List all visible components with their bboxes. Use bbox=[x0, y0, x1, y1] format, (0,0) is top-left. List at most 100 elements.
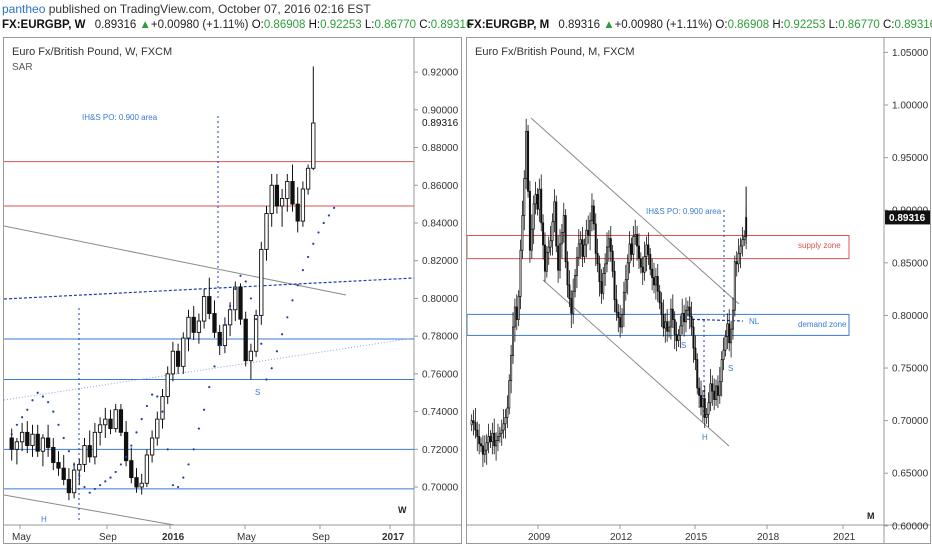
y-tick-label: 0.65000 bbox=[892, 469, 929, 480]
x-tick-label: May bbox=[237, 532, 256, 543]
candle-body bbox=[506, 407, 509, 418]
close-value: 0.89316 bbox=[430, 19, 473, 31]
y-tick-label: 0.70000 bbox=[892, 416, 929, 427]
candle-body bbox=[201, 296, 207, 322]
candle-body bbox=[61, 467, 66, 480]
candle-body bbox=[696, 359, 699, 389]
symbol-label[interactable]: FX:EURGBP, M bbox=[467, 19, 550, 31]
sar-dot bbox=[218, 344, 221, 347]
candle-body bbox=[684, 309, 687, 323]
candle-body bbox=[551, 221, 554, 242]
sar-dot bbox=[291, 299, 294, 302]
candle-body bbox=[596, 253, 599, 265]
candle-body bbox=[564, 215, 567, 263]
x-tick-label: Sep bbox=[99, 532, 117, 543]
candle-body bbox=[653, 277, 656, 286]
candle-body bbox=[66, 479, 72, 494]
y-tick-label: 0.80000 bbox=[422, 294, 459, 305]
change-text: +0.00980 (+1.11%) bbox=[614, 19, 713, 31]
high-value: 0.92253 bbox=[783, 19, 826, 31]
sar-dot bbox=[78, 474, 81, 477]
sar-dot bbox=[182, 476, 185, 479]
weekly-chart[interactable]: 0.70000 0.72000 0.74000 0.76000 0.78000 0.800… bbox=[4, 38, 461, 543]
candle-body bbox=[604, 263, 607, 274]
candle-body bbox=[532, 203, 535, 230]
candle-body bbox=[285, 181, 290, 199]
annotation-shoulder: S bbox=[255, 388, 260, 397]
sar-dot bbox=[296, 284, 299, 287]
candle-body bbox=[77, 463, 82, 471]
y-tick-label: 1.00000 bbox=[892, 101, 929, 112]
header: pantheo published on TradingView.com, Oc… bbox=[0, 0, 932, 18]
x-tick-label: Sep bbox=[312, 532, 330, 543]
candle-body bbox=[165, 373, 170, 397]
y-tick-label: 0.82000 bbox=[422, 256, 459, 267]
sar-dot bbox=[197, 427, 200, 430]
candle-body bbox=[504, 417, 507, 425]
weekly-chart-panel[interactable]: Euro Fx/British Pound, W, FXCM SAR 0.700… bbox=[3, 37, 462, 544]
candle-body bbox=[583, 244, 586, 257]
monthly-chart-panel[interactable]: Euro Fx/British Pound, M, FXCM 0.60000 0.… bbox=[466, 37, 931, 544]
candle-body bbox=[592, 205, 595, 225]
sar-dot bbox=[229, 304, 232, 308]
candle-body bbox=[579, 239, 582, 245]
y-tick-label: 0.85000 bbox=[892, 258, 929, 269]
candle-body bbox=[709, 383, 712, 404]
annotation-neckline: NL bbox=[749, 317, 760, 326]
candle-body bbox=[25, 431, 30, 447]
sar-dot bbox=[244, 280, 247, 283]
candle-body bbox=[139, 482, 144, 488]
candle-body bbox=[305, 167, 311, 190]
candle-body bbox=[498, 432, 501, 437]
y-tick-label: 0.70000 bbox=[422, 483, 459, 494]
sar-dot bbox=[73, 463, 76, 466]
candle-body bbox=[264, 213, 269, 250]
open-label: O: bbox=[251, 19, 264, 31]
candle-body bbox=[658, 290, 661, 304]
y-tick-label: 0.80000 bbox=[892, 311, 929, 322]
symbol-label[interactable]: FX:EURGBP, W bbox=[2, 19, 86, 31]
published-text: published on TradingView.com, October 07… bbox=[48, 2, 371, 16]
monthly-chart[interactable]: 0.60000 0.65000 0.70000 0.75000 0.80000 0.850… bbox=[467, 38, 930, 543]
candle-body bbox=[737, 253, 740, 265]
price-tag-bg bbox=[885, 210, 930, 225]
sar-dot bbox=[203, 408, 206, 411]
sar-dot bbox=[31, 399, 34, 402]
descending-trendline bbox=[4, 225, 347, 296]
candle-body bbox=[238, 286, 243, 320]
annotation-head: H bbox=[702, 433, 708, 442]
annotation-right-shoulder: S bbox=[728, 364, 733, 373]
candle-body bbox=[493, 432, 496, 447]
author-link[interactable]: pantheo bbox=[2, 2, 46, 16]
candle-body bbox=[56, 462, 61, 469]
candle-body bbox=[581, 239, 584, 257]
candle-body bbox=[560, 231, 563, 245]
up-arrow-icon: ▲ bbox=[139, 19, 151, 31]
low-value: 0.86770 bbox=[838, 19, 880, 31]
candle-body bbox=[19, 431, 25, 443]
sar-dot bbox=[171, 484, 174, 487]
candle-body bbox=[636, 234, 639, 247]
candle-body bbox=[279, 198, 285, 207]
candle-body bbox=[525, 130, 528, 180]
sar-dot bbox=[88, 491, 91, 494]
channel-dotted-line bbox=[4, 337, 415, 401]
sar-dot bbox=[161, 410, 164, 413]
x-tick-label: 2018 bbox=[757, 532, 780, 543]
candle-body bbox=[553, 201, 556, 223]
candle-body bbox=[739, 245, 742, 254]
candle-body bbox=[559, 243, 562, 271]
sar-dot bbox=[239, 274, 242, 277]
candle-body bbox=[71, 469, 77, 494]
sar-dot bbox=[125, 455, 128, 458]
candle-body bbox=[587, 229, 590, 236]
candle-body bbox=[45, 437, 51, 448]
open-label: O: bbox=[715, 19, 728, 31]
candle-body bbox=[562, 215, 565, 233]
candle-body bbox=[92, 431, 98, 458]
candle-body bbox=[87, 445, 92, 458]
sar-dot bbox=[166, 448, 169, 451]
indicator-label-sar[interactable]: SAR bbox=[12, 62, 33, 73]
candle-body bbox=[715, 385, 718, 400]
candle-body bbox=[222, 324, 228, 347]
